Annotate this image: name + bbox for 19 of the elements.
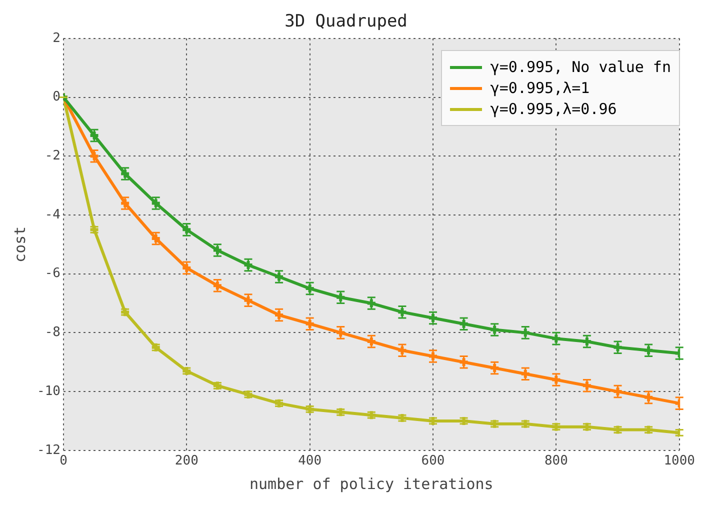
y-tick-label: -12	[36, 442, 60, 458]
y-axis-title: cost	[10, 226, 29, 262]
y-tick-label: -8	[44, 325, 60, 340]
x-tick-label: 600	[421, 454, 445, 469]
x-tick-label: 1000	[664, 454, 696, 469]
legend-label: γ=0.995, No value fn	[490, 58, 671, 76]
y-tick-label: -4	[44, 207, 61, 222]
y-tick-label: 2	[52, 30, 60, 46]
x-tick-label: 400	[298, 454, 322, 469]
legend-label: γ=0.995,λ=0.96	[490, 100, 617, 118]
chart-title: 3D Quadruped	[284, 12, 408, 32]
x-tick-label: 200	[174, 454, 198, 469]
y-tick-label: 0	[52, 90, 60, 105]
legend-label: γ=0.995,λ=1	[490, 79, 590, 97]
y-tick-label: -2	[44, 148, 60, 164]
y-tick-label: -6	[44, 266, 60, 282]
x-tick-label: 800	[544, 454, 568, 469]
y-tick-label: -10	[36, 384, 60, 399]
x-axis-title: number of policy iterations	[249, 474, 494, 493]
